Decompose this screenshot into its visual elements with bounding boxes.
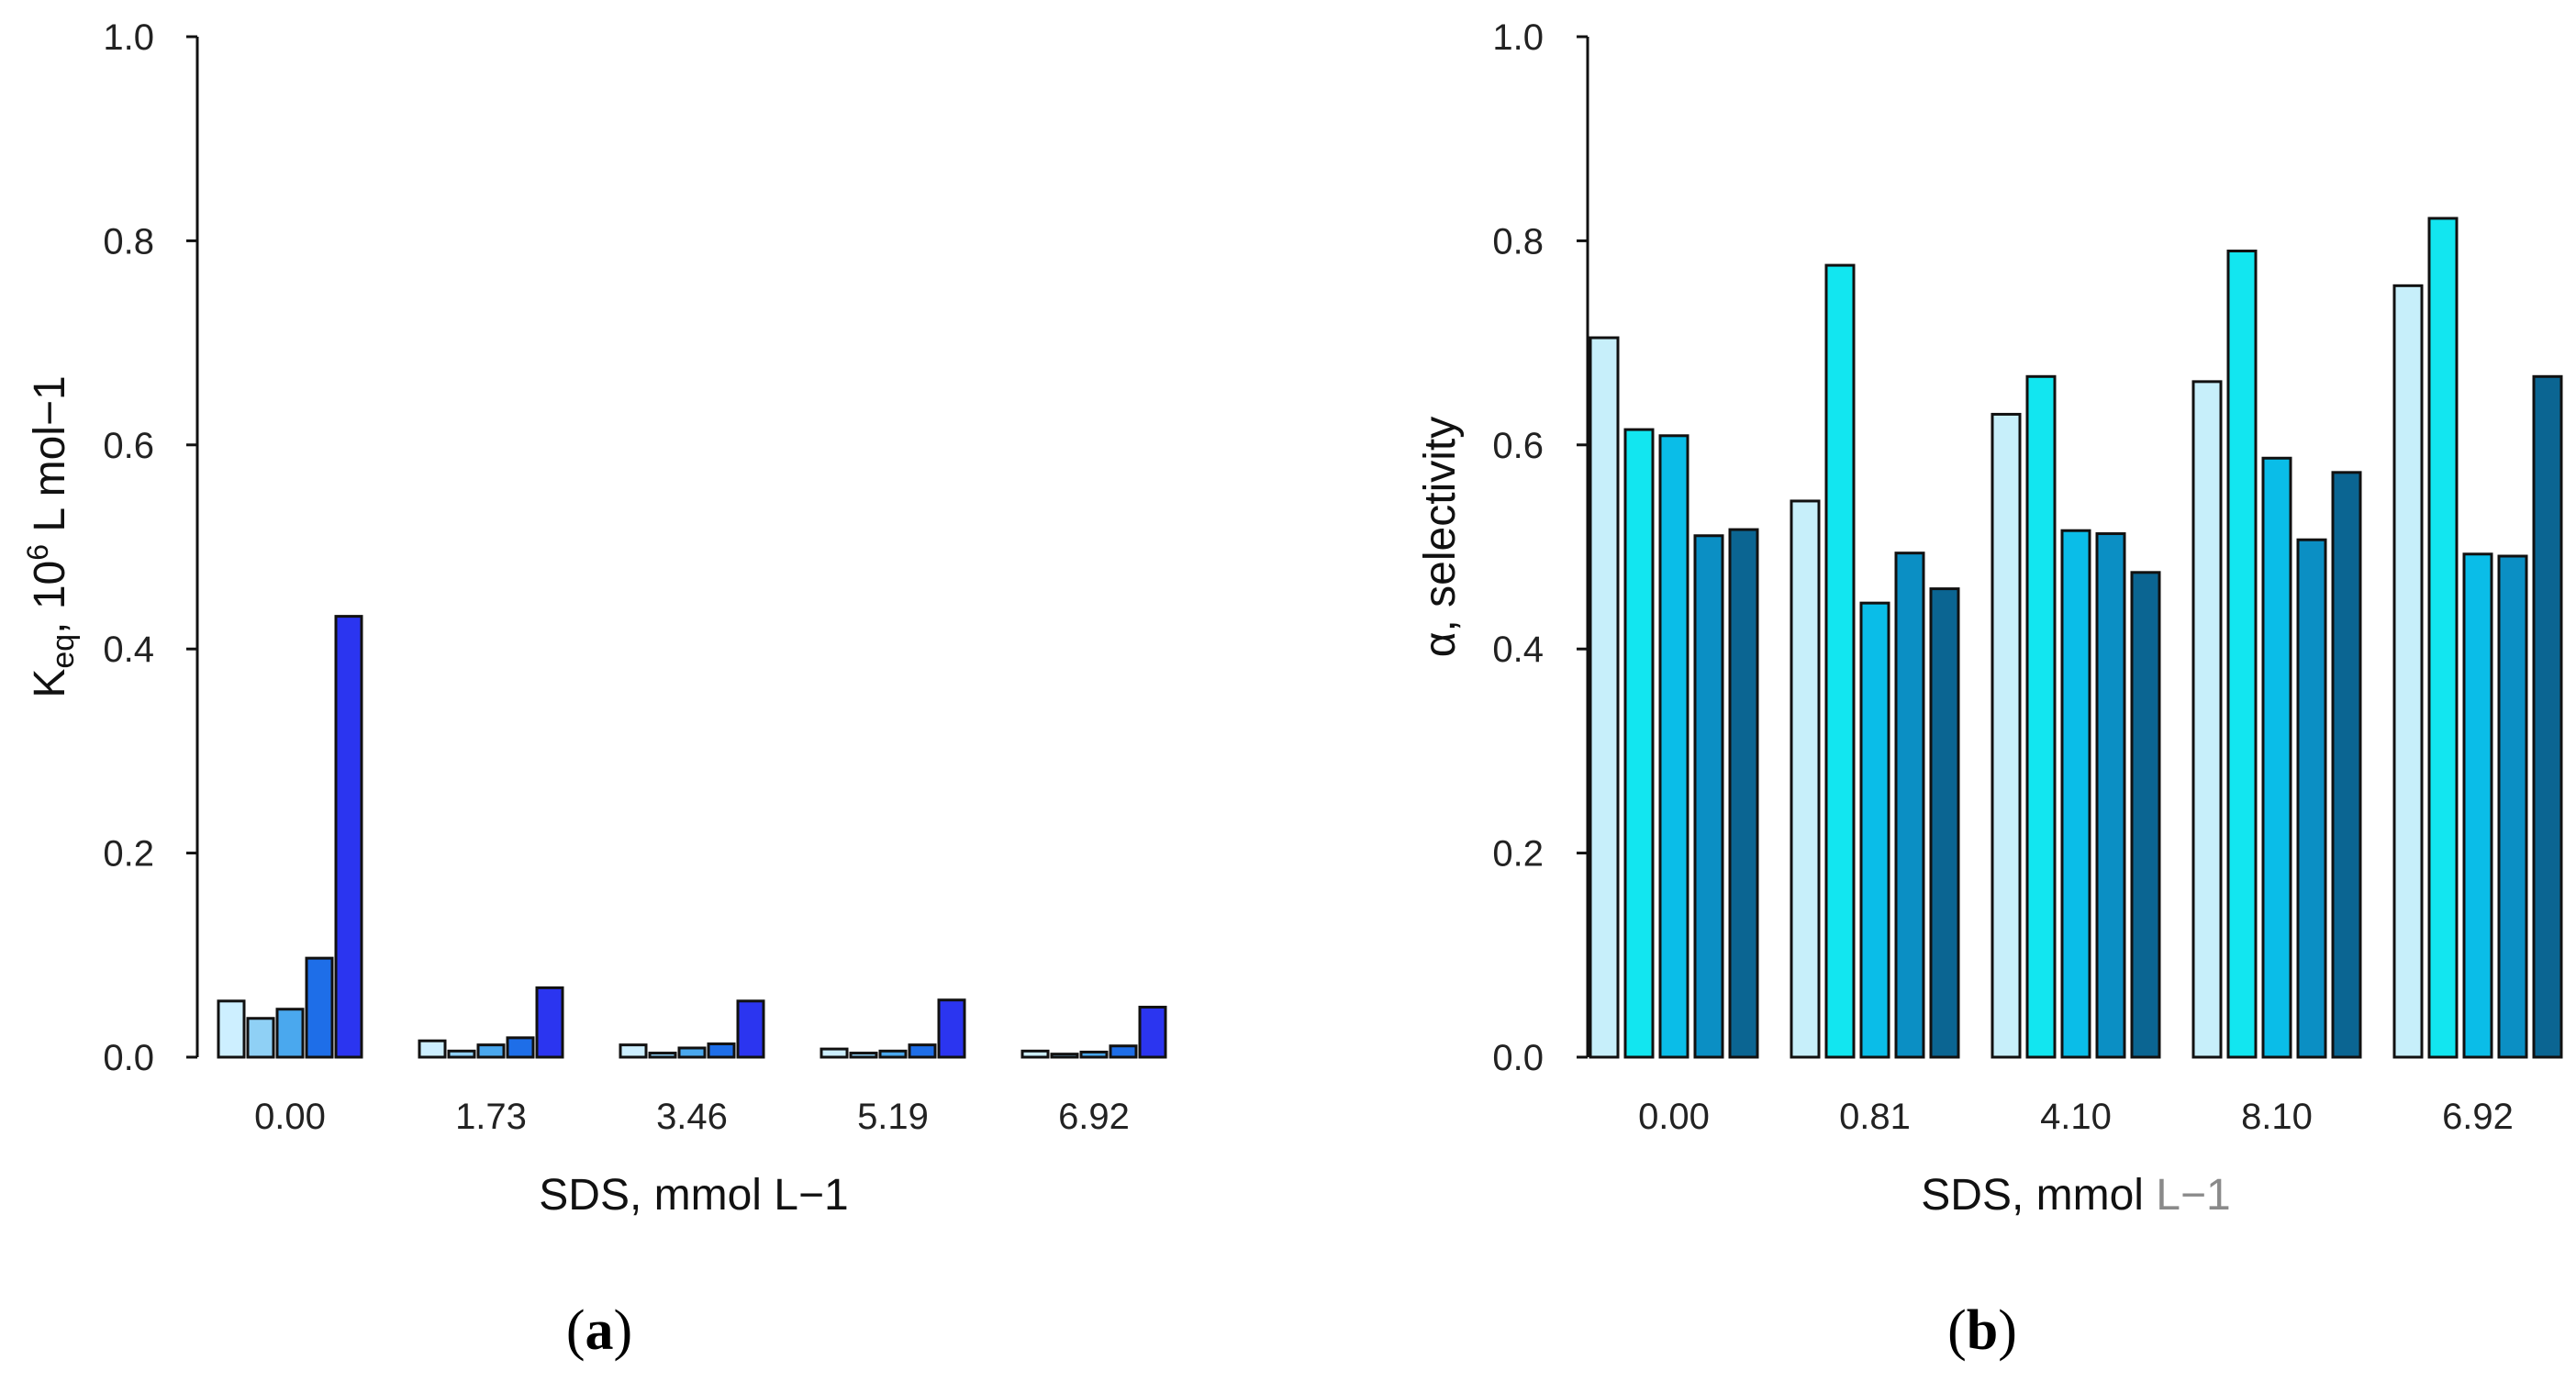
bar: [2392, 284, 2424, 1059]
x-tick-label: 0.00: [1638, 1097, 1710, 1137]
panel-b-y-axis-title: α, selectivity: [1416, 417, 1465, 657]
y-tick-label: 0.0: [103, 1038, 154, 1078]
bar: [908, 1043, 937, 1059]
bar: [334, 615, 363, 1059]
x-tick-label: 6.92: [2442, 1097, 2514, 1137]
bar: [878, 1049, 908, 1059]
y-tick-label: 0.6: [1492, 426, 1544, 466]
panel-a-label: (a): [566, 1299, 632, 1362]
bar: [707, 1042, 736, 1059]
panel-b-y-ticks: 0.0 0.2 0.4 0.6 0.8 1.0: [1492, 17, 1588, 1078]
bar: [2261, 456, 2292, 1059]
bar: [1929, 587, 1960, 1059]
bar: [619, 1043, 648, 1059]
y-tick-label: 0.2: [103, 834, 154, 875]
panel-b-bars: [1589, 217, 2563, 1059]
bar: [2191, 380, 2223, 1059]
bar: [648, 1052, 677, 1059]
bar: [1728, 528, 1759, 1059]
bar: [1623, 428, 1655, 1059]
panel-a-bars: [217, 615, 1167, 1059]
bar: [447, 1049, 476, 1059]
bar: [2427, 217, 2459, 1059]
bar: [2060, 529, 2091, 1059]
y-tick-label: 0.8: [1492, 221, 1544, 262]
panel-a-y-axis-title: Keq, 106 L mol−1: [21, 375, 81, 697]
bar: [1824, 263, 1856, 1059]
bar: [2226, 250, 2258, 1059]
bar: [275, 1008, 305, 1059]
bar: [246, 1017, 275, 1059]
x-tick-label: 8.10: [2241, 1097, 2313, 1137]
x-tick-label: 6.92: [1058, 1097, 1130, 1137]
bar: [1079, 1050, 1109, 1059]
x-tick-label: 0.81: [1839, 1097, 1911, 1137]
bar: [1894, 552, 1925, 1059]
bar: [1020, 1049, 1050, 1059]
panel-a-x-ticks: 0.00 1.73 3.46 5.19 6.92: [254, 1097, 1130, 1137]
bar: [849, 1052, 878, 1059]
y-tick-label: 0.8: [103, 221, 154, 262]
bar: [305, 956, 334, 1059]
bar: [2095, 532, 2126, 1059]
bar: [1991, 412, 2022, 1059]
bar: [535, 986, 564, 1059]
y-tick-label: 1.0: [1492, 17, 1544, 58]
bar: [1138, 1006, 1167, 1059]
bar: [506, 1036, 535, 1059]
bar: [937, 998, 966, 1059]
y-tick-label: 0.2: [1492, 834, 1544, 875]
bar: [217, 999, 246, 1059]
bar: [1859, 601, 1890, 1059]
bar: [1589, 336, 1620, 1059]
panel-b-x-axis-title: SDS, mmol L−1: [1921, 1171, 2230, 1220]
bar: [820, 1047, 849, 1059]
y-tick-label: 1.0: [103, 17, 154, 58]
bar: [2532, 374, 2563, 1059]
bar: [2025, 374, 2057, 1059]
bar: [2130, 571, 2161, 1059]
x-tick-label: 5.19: [857, 1097, 929, 1137]
x-tick-label: 0.00: [254, 1097, 326, 1137]
y-tick-label: 0.0: [1492, 1038, 1544, 1078]
bar: [2497, 554, 2528, 1059]
x-tick-label: 1.73: [455, 1097, 527, 1137]
panel-a: 0.00.20.40.60.81.0 0.00 1.73 3.46 5.19 6.92 …: [21, 17, 1167, 1362]
panel-b: 0.00.20.40.60.81.0 0.00 0.81 4.10 8.10 6.92 …: [1416, 17, 2563, 1362]
y-tick-label: 0.4: [103, 630, 154, 670]
x-tick-label: 3.46: [656, 1097, 728, 1137]
bar: [476, 1043, 506, 1059]
y-tick-label: 0.6: [103, 426, 154, 466]
bar: [1790, 499, 1821, 1059]
bar: [677, 1046, 707, 1059]
bar: [2462, 552, 2493, 1059]
bar: [1109, 1044, 1138, 1059]
panel-b-label: (b): [1947, 1299, 2017, 1362]
bar: [1050, 1053, 1079, 1059]
x-tick-label: 4.10: [2040, 1097, 2112, 1137]
y-tick-label: 0.4: [1492, 630, 1544, 670]
panel-a-x-axis-title: SDS, mmol L−1: [539, 1171, 848, 1220]
bar: [2331, 471, 2362, 1059]
bar: [736, 999, 765, 1059]
bar: [1658, 434, 1689, 1059]
bar: [418, 1039, 447, 1059]
panel-a-y-ticks: 0.0 0.2 0.4 0.6 0.8 1.0: [103, 17, 197, 1078]
bar: [1693, 534, 1724, 1059]
panel-b-x-ticks: 0.00 0.81 4.10 8.10 6.92: [1638, 1097, 2514, 1137]
bar: [2296, 538, 2327, 1059]
